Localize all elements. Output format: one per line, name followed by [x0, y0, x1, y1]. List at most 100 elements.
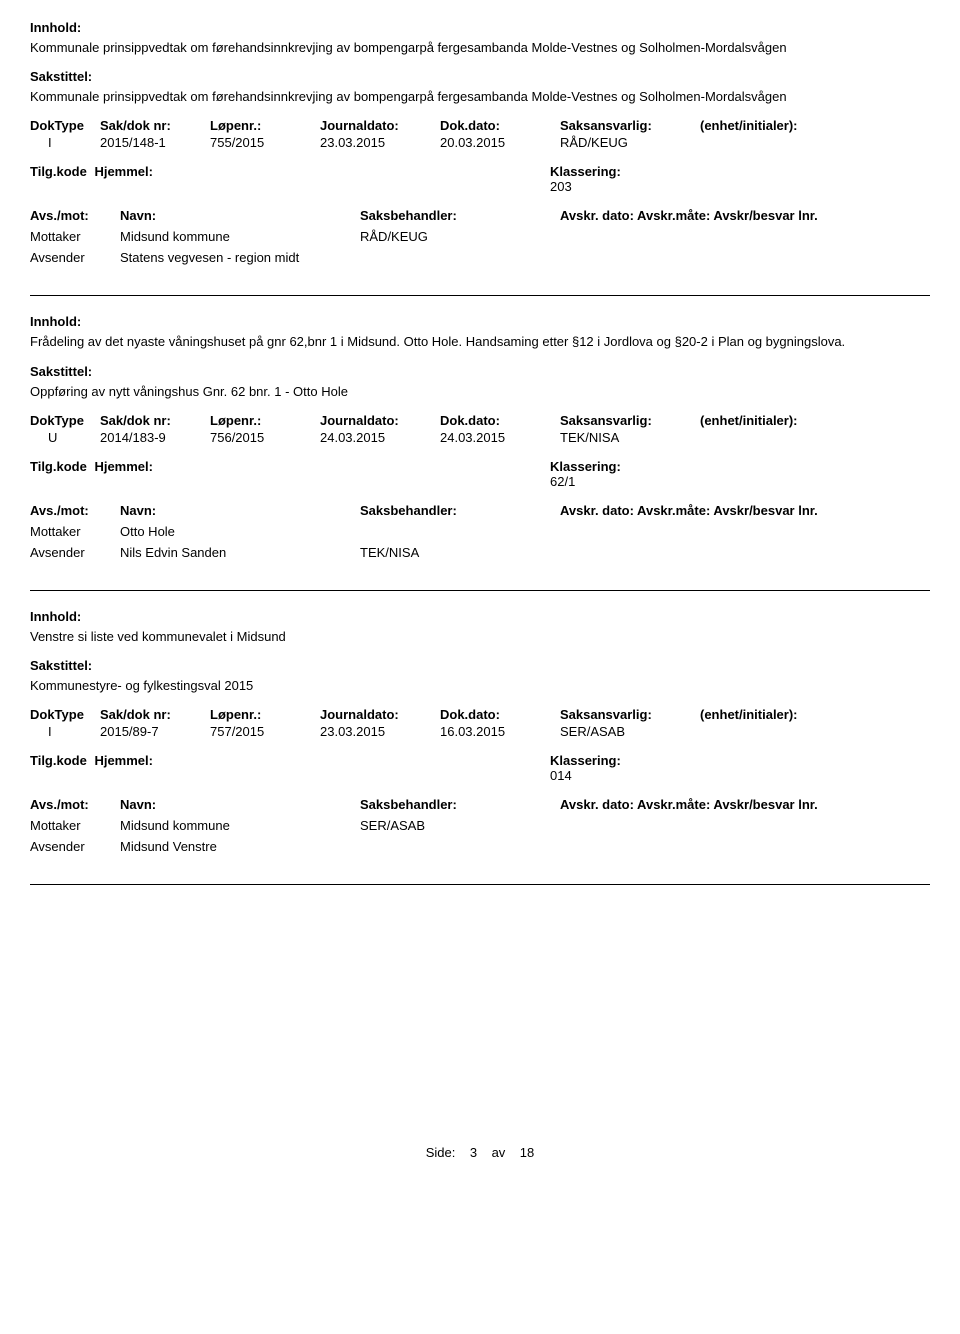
avsender-row: Avsender Nils Edvin Sanden TEK/NISA — [30, 545, 930, 560]
saksbehandler-label: Saksbehandler: — [360, 208, 560, 223]
avsmot-label: Avs./mot: — [30, 797, 120, 812]
innhold-label: Innhold: — [30, 609, 930, 624]
avsender-handler — [360, 250, 560, 265]
mottaker-name: Otto Hole — [120, 524, 360, 539]
record-divider — [30, 590, 930, 591]
record-divider — [30, 295, 930, 296]
dokdato-header: Dok.dato: — [440, 413, 560, 428]
journaldato-header: Journaldato: — [320, 413, 440, 428]
enhet-header: (enhet/initialer): — [700, 413, 850, 428]
klassering-value: 62/1 — [550, 474, 621, 489]
sakdok-value: 2015/148-1 — [100, 135, 210, 150]
avsmot-label: Avs./mot: — [30, 208, 120, 223]
avsender-row: Avsender Midsund Venstre — [30, 839, 930, 854]
meta-value-row: I 2015/148-1 755/2015 23.03.2015 20.03.2… — [30, 135, 930, 150]
avsender-role: Avsender — [30, 839, 120, 854]
doktype-value: U — [30, 430, 100, 445]
tilgkode-label: Tilg.kode — [30, 753, 87, 768]
dokdato-value: 20.03.2015 — [440, 135, 560, 150]
meta-header-row: DokType Sak/dok nr: Løpenr.: Journaldato… — [30, 413, 930, 428]
mottaker-role: Mottaker — [30, 818, 120, 833]
hjemmel-label: Hjemmel: — [94, 753, 153, 768]
avsender-handler — [360, 839, 560, 854]
record-block: Innhold: Venstre si liste ved kommuneval… — [30, 609, 930, 854]
sakdok-header: Sak/dok nr: — [100, 707, 210, 722]
innhold-label: Innhold: — [30, 314, 930, 329]
klassering-label: Klassering: — [550, 459, 621, 474]
journaldato-header: Journaldato: — [320, 118, 440, 133]
klassering-label: Klassering: — [550, 164, 621, 179]
innhold-label: Innhold: — [30, 20, 930, 35]
hjemmel-label: Hjemmel: — [94, 164, 153, 179]
mottaker-handler: RÅD/KEUG — [360, 229, 560, 244]
innhold-text: Kommunale prinsippvedtak om førehandsinn… — [30, 39, 930, 57]
journaldato-value: 23.03.2015 — [320, 724, 440, 739]
klassering-value: 203 — [550, 179, 621, 194]
dokdato-value: 16.03.2015 — [440, 724, 560, 739]
tilgkode-row: Tilg.kode Hjemmel: Klassering: 014 — [30, 753, 930, 783]
lopenr-value: 756/2015 — [210, 430, 320, 445]
sakdok-value: 2015/89-7 — [100, 724, 210, 739]
sakstittel-label: Sakstittel: — [30, 658, 930, 673]
mottaker-handler: SER/ASAB — [360, 818, 560, 833]
sakstittel-text: Kommunestyre- og fylkestingsval 2015 — [30, 677, 930, 695]
tilgkode-row: Tilg.kode Hjemmel: Klassering: 203 — [30, 164, 930, 194]
saksansvarlig-value: SER/ASAB — [560, 724, 700, 739]
mottaker-role: Mottaker — [30, 524, 120, 539]
meta-header-row: DokType Sak/dok nr: Løpenr.: Journaldato… — [30, 118, 930, 133]
mottaker-row: Mottaker Midsund kommune SER/ASAB — [30, 818, 930, 833]
mottaker-handler — [360, 524, 560, 539]
journaldato-value: 24.03.2015 — [320, 430, 440, 445]
avsender-name: Midsund Venstre — [120, 839, 360, 854]
mottaker-row: Mottaker Otto Hole — [30, 524, 930, 539]
dokdato-header: Dok.dato: — [440, 707, 560, 722]
saksansvarlig-header: Saksansvarlig: — [560, 707, 700, 722]
lopenr-header: Løpenr.: — [210, 707, 320, 722]
saksansvarlig-header: Saksansvarlig: — [560, 118, 700, 133]
saksbehandler-label: Saksbehandler: — [360, 503, 560, 518]
sakstittel-text: Oppføring av nytt våningshus Gnr. 62 bnr… — [30, 383, 930, 401]
saksansvarlig-header: Saksansvarlig: — [560, 413, 700, 428]
klassering-label: Klassering: — [550, 753, 621, 768]
avsender-name: Nils Edvin Sanden — [120, 545, 360, 560]
tilgkode-label: Tilg.kode — [30, 459, 87, 474]
avsmot-header-row: Avs./mot: Navn: Saksbehandler: Avskr. da… — [30, 503, 930, 518]
footer-current: 3 — [470, 1145, 477, 1160]
klassering-value: 014 — [550, 768, 621, 783]
footer-prefix: Side: — [426, 1145, 456, 1160]
avskr-label: Avskr. dato: Avskr.måte: Avskr/besvar ln… — [560, 797, 880, 812]
avskr-label: Avskr. dato: Avskr.måte: Avskr/besvar ln… — [560, 503, 880, 518]
sakdok-value: 2014/183-9 — [100, 430, 210, 445]
sakstittel-label: Sakstittel: — [30, 69, 930, 84]
tilgkode-row: Tilg.kode Hjemmel: Klassering: 62/1 — [30, 459, 930, 489]
navn-label: Navn: — [120, 503, 360, 518]
avsender-role: Avsender — [30, 545, 120, 560]
avskr-label: Avskr. dato: Avskr.måte: Avskr/besvar ln… — [560, 208, 880, 223]
avsender-role: Avsender — [30, 250, 120, 265]
mottaker-row: Mottaker Midsund kommune RÅD/KEUG — [30, 229, 930, 244]
dokdato-header: Dok.dato: — [440, 118, 560, 133]
navn-label: Navn: — [120, 208, 360, 223]
mottaker-name: Midsund kommune — [120, 818, 360, 833]
journaldato-header: Journaldato: — [320, 707, 440, 722]
lopenr-value: 757/2015 — [210, 724, 320, 739]
record-block: Innhold: Kommunale prinsippvedtak om før… — [30, 20, 930, 265]
footer-separator: av — [492, 1145, 506, 1160]
mottaker-role: Mottaker — [30, 229, 120, 244]
saksansvarlig-value: TEK/NISA — [560, 430, 700, 445]
saksansvarlig-value: RÅD/KEUG — [560, 135, 700, 150]
avsender-row: Avsender Statens vegvesen - region midt — [30, 250, 930, 265]
sakstittel-text: Kommunale prinsippvedtak om førehandsinn… — [30, 88, 930, 106]
record-divider — [30, 884, 930, 885]
meta-value-row: I 2015/89-7 757/2015 23.03.2015 16.03.20… — [30, 724, 930, 739]
saksbehandler-label: Saksbehandler: — [360, 797, 560, 812]
avsmot-header-row: Avs./mot: Navn: Saksbehandler: Avskr. da… — [30, 797, 930, 812]
dokdato-value: 24.03.2015 — [440, 430, 560, 445]
meta-value-row: U 2014/183-9 756/2015 24.03.2015 24.03.2… — [30, 430, 930, 445]
avsmot-header-row: Avs./mot: Navn: Saksbehandler: Avskr. da… — [30, 208, 930, 223]
doktype-value: I — [30, 135, 100, 150]
footer-total: 18 — [520, 1145, 534, 1160]
journaldato-value: 23.03.2015 — [320, 135, 440, 150]
doktype-value: I — [30, 724, 100, 739]
page-footer: Side: 3 av 18 — [30, 1145, 930, 1160]
